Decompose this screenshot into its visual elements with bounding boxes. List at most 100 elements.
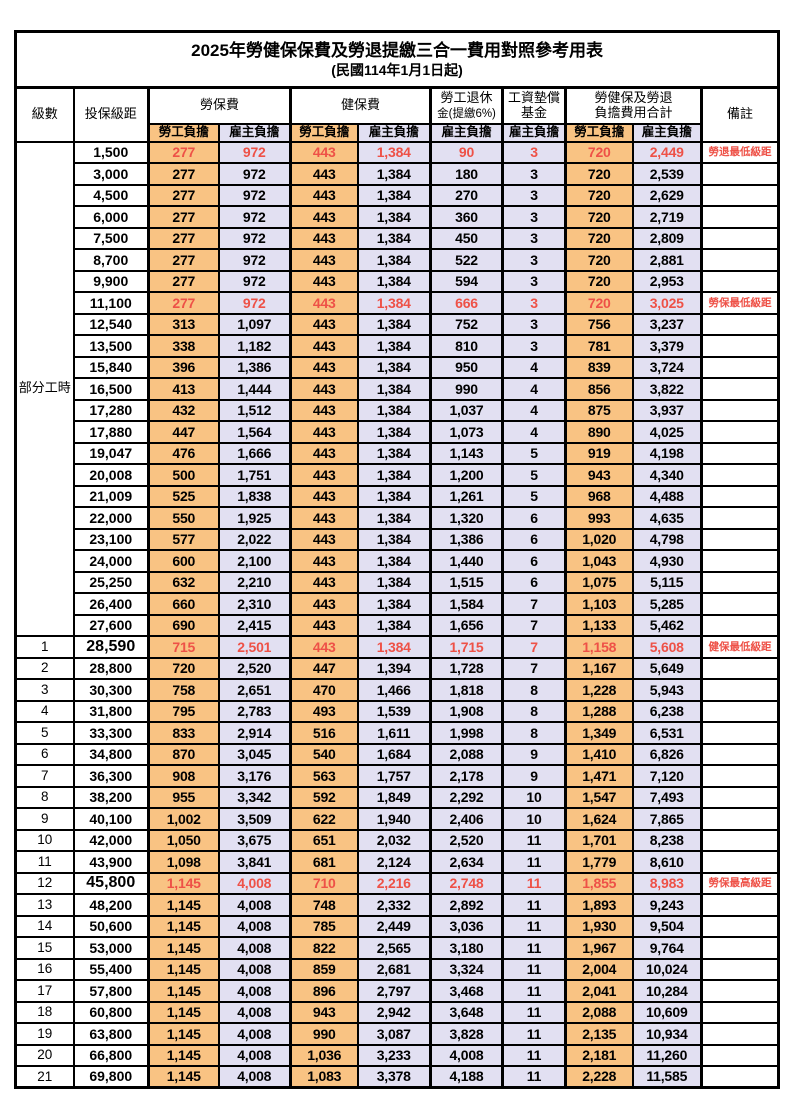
value-cell: 1,145 <box>147 957 220 981</box>
remark-cell <box>699 398 780 422</box>
value-cell: 443 <box>289 506 359 530</box>
value-cell: 4,340 <box>631 463 703 487</box>
bracket-cell: 26,400 <box>72 592 150 616</box>
bracket-cell: 8,700 <box>72 248 150 272</box>
remark-cell <box>699 764 780 788</box>
value-cell: 1,200 <box>429 463 504 487</box>
bracket-cell: 40,100 <box>72 807 150 831</box>
level-cell: 15 <box>14 936 75 960</box>
value-cell: 748 <box>289 893 359 917</box>
value-cell: 3 <box>501 269 567 293</box>
col-header-level: 級數 <box>14 86 75 143</box>
value-cell: 396 <box>147 355 220 379</box>
value-cell: 1,145 <box>147 1065 220 1089</box>
value-cell: 4,008 <box>217 936 292 960</box>
value-cell: 7,120 <box>631 764 703 788</box>
value-cell: 4,008 <box>217 893 292 917</box>
bracket-cell: 31,800 <box>72 699 150 723</box>
remark-cell <box>699 613 780 637</box>
value-cell: 4,008 <box>217 871 292 895</box>
value-cell: 660 <box>147 592 220 616</box>
value-cell: 443 <box>289 269 359 293</box>
value-cell: 9,504 <box>631 914 703 938</box>
table-row: 20,008 500 1,751 443 1,384 1,200 5 943 4,340 <box>16 463 780 487</box>
value-cell: 10 <box>501 807 567 831</box>
value-cell: 11 <box>501 957 567 981</box>
remark-cell <box>699 721 780 745</box>
table-row: 4,500 277 972 443 1,384 270 3 720 2,629 <box>16 183 780 207</box>
value-cell: 443 <box>289 592 359 616</box>
value-cell: 2,520 <box>217 656 292 680</box>
value-cell: 720 <box>564 162 634 186</box>
value-cell: 3,087 <box>356 1022 432 1046</box>
table-row: 19 63,800 1,145 4,008 990 3,087 3,828 11 2,135 10… <box>14 1022 780 1046</box>
table-row: 12,540 313 1,097 443 1,384 752 3 756 3,237 <box>16 312 780 336</box>
bracket-cell: 20,008 <box>72 463 150 487</box>
value-cell: 443 <box>289 183 359 207</box>
value-cell: 1,384 <box>356 162 432 186</box>
value-cell: 277 <box>147 291 220 315</box>
value-cell: 972 <box>217 226 292 250</box>
value-cell: 1,145 <box>147 1000 220 1024</box>
value-cell: 2,210 <box>217 570 292 594</box>
value-cell: 11 <box>501 1065 567 1089</box>
value-cell: 896 <box>289 979 359 1003</box>
value-cell: 2,004 <box>564 957 634 981</box>
group-label-part-time: 部分工時 <box>14 140 75 637</box>
value-cell: 2,332 <box>356 893 432 917</box>
value-cell: 3,468 <box>429 979 504 1003</box>
table-row: 9,900 277 972 443 1,384 594 3 720 2,953 <box>16 269 780 293</box>
col-header-remark: 備註 <box>699 86 780 143</box>
bracket-cell: 63,800 <box>72 1022 150 1046</box>
value-cell: 955 <box>147 785 220 809</box>
value-cell: 2,501 <box>217 635 292 659</box>
value-cell: 5,943 <box>631 678 703 702</box>
table-row: 15 53,000 1,145 4,008 822 2,565 3,180 11 1,967 9,… <box>14 936 780 960</box>
value-cell: 11 <box>501 914 567 938</box>
value-cell: 277 <box>147 269 220 293</box>
remark-cell <box>699 463 780 487</box>
subheader-total-employer: 雇主負擔 <box>631 122 703 143</box>
value-cell: 1,384 <box>356 312 432 336</box>
value-cell: 500 <box>147 463 220 487</box>
bracket-cell: 30,300 <box>72 678 150 702</box>
table-row: 13 48,200 1,145 4,008 748 2,332 2,892 11 1,893 9,… <box>14 893 780 917</box>
level-cell: 12 <box>14 871 75 895</box>
value-cell: 720 <box>564 291 634 315</box>
value-cell: 1,384 <box>356 248 432 272</box>
value-cell: 443 <box>289 420 359 444</box>
remark-cell <box>699 205 780 229</box>
value-cell: 313 <box>147 312 220 336</box>
value-cell: 1,564 <box>217 420 292 444</box>
value-cell: 839 <box>564 355 634 379</box>
bracket-cell: 24,000 <box>72 549 150 573</box>
value-cell: 3 <box>501 140 567 164</box>
value-cell: 3,724 <box>631 355 703 379</box>
bracket-cell: 55,400 <box>72 957 150 981</box>
value-cell: 1,097 <box>217 312 292 336</box>
value-cell: 277 <box>147 226 220 250</box>
table-row: 8 38,200 955 3,342 592 1,849 2,292 10 1,547 7,493 <box>14 785 780 809</box>
value-cell: 990 <box>429 377 504 401</box>
value-cell: 7,865 <box>631 807 703 831</box>
value-cell: 443 <box>289 635 359 659</box>
value-cell: 1,849 <box>356 785 432 809</box>
total-header-line2: 負擔費用合計 <box>594 104 673 120</box>
table-row: 20 66,800 1,145 4,008 1,036 3,233 4,008 11 2,181… <box>14 1043 780 1067</box>
level-cell: 3 <box>14 678 75 702</box>
value-cell: 1,515 <box>429 570 504 594</box>
bracket-cell: 1,500 <box>72 140 150 164</box>
value-cell: 3 <box>501 291 567 315</box>
value-cell: 690 <box>147 613 220 637</box>
remark-cell <box>699 506 780 530</box>
value-cell: 1,384 <box>356 527 432 551</box>
value-cell: 3 <box>501 183 567 207</box>
bracket-cell: 50,600 <box>72 914 150 938</box>
value-cell: 8 <box>501 699 567 723</box>
value-cell: 4,008 <box>217 914 292 938</box>
remark-cell <box>699 742 780 766</box>
remark-cell <box>699 162 780 186</box>
table-row: 6 34,800 870 3,045 540 1,684 2,088 9 1,410 6,826 <box>14 742 780 766</box>
value-cell: 11 <box>501 1000 567 1024</box>
value-cell: 1,624 <box>564 807 634 831</box>
